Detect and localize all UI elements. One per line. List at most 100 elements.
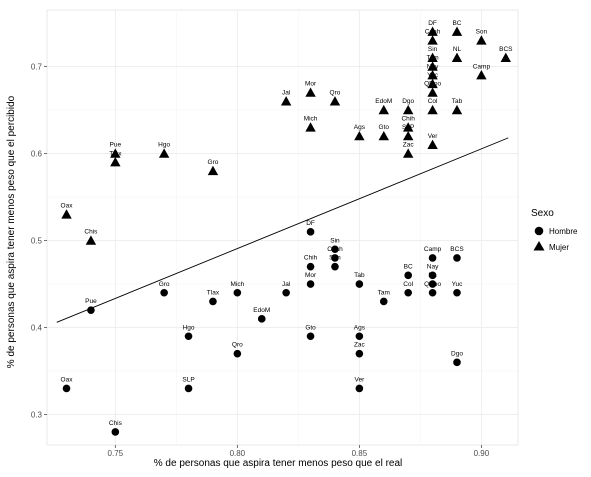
data-points	[61, 26, 511, 436]
point-hombre-mich	[233, 288, 242, 297]
point-mujer-bcs	[500, 52, 511, 63]
point-label: NL	[453, 46, 462, 53]
point-label: Qro	[232, 342, 243, 349]
point-label: Nay	[427, 63, 439, 70]
point-label: Tab	[354, 272, 365, 279]
point-mujer-son	[476, 35, 487, 45]
point-label: SLP	[182, 376, 194, 383]
point-label: Oax	[61, 376, 74, 383]
point-label: Chis	[109, 420, 123, 427]
point-label: Chis	[84, 229, 98, 236]
point-mujer-tam	[427, 61, 438, 71]
point-label: Col	[403, 281, 413, 288]
point-label: Coah	[425, 28, 441, 35]
point-label: Col	[428, 98, 438, 105]
point-mujer-yuc	[427, 78, 438, 89]
point-label: Nay	[427, 263, 439, 270]
point-label: Gto	[379, 124, 390, 131]
legend-title: Sexo	[531, 208, 554, 219]
x-tick-label: 0.90	[474, 449, 490, 458]
point-hombre-tam	[379, 297, 388, 306]
y-tick-label: 0.4	[31, 324, 43, 333]
point-hombre-df	[306, 228, 315, 236]
point-mujer-qro	[329, 96, 341, 106]
point-label: EdoM	[375, 98, 392, 105]
point-labels: DF Sin Coah Chih Son Mor Tab Jal Mich Tlax Gro Pue E…	[61, 20, 514, 427]
point-label: BCS	[450, 246, 464, 253]
point-label: Yuc	[427, 72, 439, 79]
point-hombre-tab	[355, 280, 364, 288]
point-label: Jal	[282, 89, 291, 96]
point-label: Jal	[282, 281, 291, 288]
legend-label-hombre: Hombre	[549, 227, 578, 236]
point-hombre-zac	[355, 349, 364, 358]
x-axis-ticks: 0.75 0.80 0.85 0.90	[108, 445, 490, 458]
point-label: Ags	[354, 124, 366, 131]
point-mujer-bc	[451, 26, 463, 36]
point-hombre-yuc	[453, 288, 461, 297]
point-hombre-bcs	[453, 254, 461, 262]
point-label: Dgo	[451, 350, 463, 357]
plot-panel	[46, 9, 519, 446]
point-label: Chih	[401, 115, 415, 122]
point-label: QRoo	[424, 281, 441, 288]
point-mujer-edom	[378, 104, 389, 115]
point-label: Camp	[473, 63, 491, 70]
point-hombre-oax	[62, 384, 71, 393]
point-mujer-nay	[427, 70, 438, 80]
point-label: DF	[428, 20, 437, 27]
point-mujer-mich	[305, 122, 316, 132]
point-label: Gro	[208, 159, 219, 166]
x-tick-label: 0.80	[230, 449, 246, 458]
point-hombre-coah	[331, 254, 339, 262]
point-label: Qro	[330, 89, 341, 96]
point-mujer-gro	[207, 165, 219, 176]
point-label: Mor	[305, 81, 317, 88]
point-label: Ver	[428, 133, 439, 140]
point-label: SLP	[402, 124, 414, 131]
point-label: Zac	[354, 342, 366, 349]
point-hombre-nl	[428, 280, 437, 288]
point-mujer-ver	[427, 139, 438, 150]
point-mujer-hgo	[158, 148, 170, 158]
point-mujer-oax	[61, 209, 72, 219]
point-label: Tlax	[207, 289, 220, 296]
point-hombre-hgo	[184, 332, 193, 341]
point-mujer-chih	[402, 122, 414, 132]
point-label: Dgo	[402, 98, 414, 105]
point-mujer-qroo	[427, 87, 438, 97]
point-label: Son	[476, 28, 488, 35]
point-mujer-ags	[354, 130, 365, 141]
point-label: NL	[428, 272, 437, 279]
point-label: Oax	[61, 202, 74, 209]
point-label: BC	[404, 263, 413, 270]
y-tick-label: 0.5	[31, 237, 43, 246]
point-hombre-ver	[355, 384, 364, 393]
point-label: Mich	[230, 281, 244, 288]
point-mujer-mor	[305, 87, 316, 97]
point-mujer-pue	[110, 148, 121, 158]
point-mujer-tlax	[110, 157, 121, 167]
point-label: Chih	[304, 255, 318, 262]
point-hombre-son	[331, 262, 339, 271]
point-mujer-col	[427, 104, 438, 115]
point-hombre-mor	[306, 280, 315, 288]
point-mujer-dgo	[402, 104, 414, 115]
point-hombre-chis	[111, 428, 120, 436]
point-hombre-dgo	[453, 358, 461, 367]
x-tick-label: 0.85	[352, 449, 368, 458]
point-hombre-chih	[306, 262, 315, 271]
point-hombre-qro	[233, 349, 242, 358]
point-hombre-qroo	[428, 288, 437, 297]
point-hombre-pue	[87, 306, 95, 314]
point-hombre-tlax	[209, 297, 217, 306]
point-label: Gto	[305, 324, 316, 331]
legend: Sexo Hombre Mujer	[531, 208, 578, 252]
legend-key-hombre	[534, 226, 544, 236]
point-hombre-gto	[306, 332, 315, 341]
point-label: Gro	[159, 281, 170, 288]
point-label: Pue	[85, 298, 97, 305]
point-mujer-df	[427, 26, 438, 36]
point-mujer-zac	[402, 148, 414, 158]
